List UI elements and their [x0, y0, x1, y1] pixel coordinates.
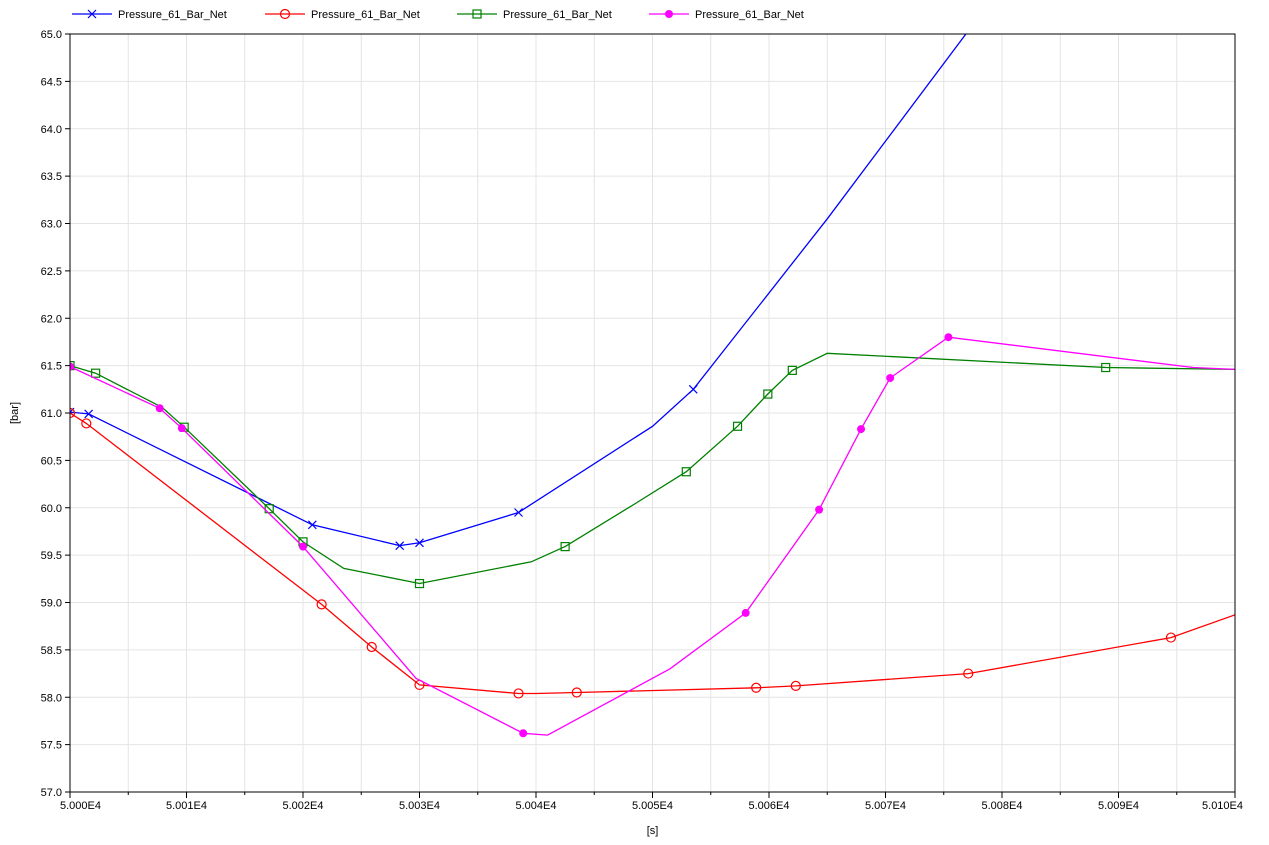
series-3 [70, 352, 1235, 589]
legend-swatch-marker [665, 10, 673, 18]
legend-label: Pressure_61_Bar_Net [311, 9, 420, 21]
y-tick-label: 57.5 [41, 740, 62, 752]
series-line [70, 336, 1235, 736]
series-1 [70, 34, 967, 551]
x-tick-label: 5.002E4 [283, 800, 324, 812]
marker-stroke [84, 409, 94, 419]
data-point [886, 373, 895, 382]
y-tick-label: 60.5 [41, 455, 62, 467]
legend-item: Pressure_61_Bar_Net [72, 9, 227, 21]
data-point [751, 682, 762, 693]
data-point [70, 361, 75, 371]
marker-stroke [688, 384, 698, 394]
y-tick-label: 62.5 [41, 266, 62, 278]
series-4 [70, 333, 1235, 738]
y-axis-label: [bar] [9, 402, 21, 424]
legend-swatch-marker [279, 8, 291, 20]
data-point [815, 505, 824, 514]
data-point [732, 421, 743, 431]
y-tick-label: 62.0 [41, 313, 62, 325]
data-point [514, 508, 523, 517]
legend-item: Pressure_61_Bar_Net [265, 8, 420, 21]
legend-swatch-marker [472, 9, 482, 19]
series-2 [70, 407, 1235, 699]
data-point [944, 333, 953, 342]
x-tick-label: 5.000E4 [60, 800, 101, 812]
legend-label: Pressure_61_Bar_Net [118, 9, 227, 21]
data-point [155, 404, 164, 413]
data-point [560, 541, 570, 552]
data-point [91, 368, 101, 378]
x-tick-label: 5.009E4 [1098, 800, 1139, 812]
data-point [513, 688, 524, 699]
data-point [571, 687, 582, 698]
marker-stroke [514, 508, 523, 517]
axes: 57.0 57.5 58.0 58.5 59.0 59.5 60.0 60.5 61.0 61.5… [41, 29, 1243, 812]
data-point [395, 541, 405, 551]
legend-label: Pressure_61_Bar_Net [503, 9, 612, 21]
x-tick-label: 5.001E4 [166, 800, 207, 812]
data-point [81, 418, 92, 429]
data-point [1101, 362, 1111, 373]
y-tick-label: 58.5 [41, 645, 62, 657]
data-point [414, 578, 425, 589]
x-tick-label: 5.004E4 [516, 800, 557, 812]
x-tick-label: 5.006E4 [749, 800, 790, 812]
data-point [415, 538, 424, 548]
data-point [688, 384, 698, 394]
y-tick-label: 65.0 [41, 29, 62, 41]
x-tick-label: 5.007E4 [865, 800, 906, 812]
y-tick-label: 63.0 [41, 219, 62, 231]
data-point [1165, 632, 1177, 643]
data-point [84, 409, 94, 419]
legend-swatch-marker [87, 9, 97, 19]
series-line [70, 412, 1235, 695]
x-tick-label: 5.010E4 [1202, 800, 1243, 812]
marker-stroke [87, 9, 97, 19]
x-tick-label: 5.005E4 [632, 800, 673, 812]
data-point [307, 520, 317, 530]
data-point [177, 424, 186, 433]
data-point [70, 407, 76, 419]
data-point [857, 425, 866, 434]
data-point [316, 599, 327, 610]
data-point [519, 729, 528, 738]
legend: Pressure_61_Bar_Net Pressure_61_Bar_Net Pr… [72, 8, 804, 21]
y-tick-label: 60.0 [41, 503, 62, 515]
data-point [763, 389, 773, 399]
data-point [741, 608, 750, 617]
data-point [790, 680, 801, 691]
legend-item: Pressure_61_Bar_Net [457, 9, 612, 21]
y-tick-label: 57.0 [41, 787, 62, 799]
x-tick-label: 5.008E4 [982, 800, 1023, 812]
y-tick-label: 61.0 [41, 408, 62, 420]
legend-item: Pressure_61_Bar_Net [649, 9, 804, 21]
data-point [299, 542, 307, 551]
y-tick-label: 64.5 [41, 76, 62, 88]
plot-area [70, 34, 1235, 738]
data-point [787, 365, 797, 375]
data-point [681, 467, 691, 477]
series-line [70, 34, 967, 547]
data-point [70, 362, 74, 371]
y-tick-label: 58.0 [41, 692, 62, 704]
y-tick-label: 59.5 [41, 550, 62, 562]
data-point [963, 668, 974, 679]
y-tick-label: 63.5 [41, 171, 62, 183]
marker-stroke [307, 520, 317, 530]
marker-stroke [395, 541, 405, 551]
y-tick-label: 59.0 [41, 598, 62, 610]
legend-label: Pressure_61_Bar_Net [695, 9, 804, 21]
x-axis-label: [s] [647, 825, 659, 837]
x-tick-label: 5.003E4 [399, 800, 440, 812]
y-tick-label: 61.5 [41, 361, 62, 373]
marker-stroke [415, 538, 424, 548]
data-point [366, 641, 377, 653]
y-tick-label: 64.0 [41, 124, 62, 136]
